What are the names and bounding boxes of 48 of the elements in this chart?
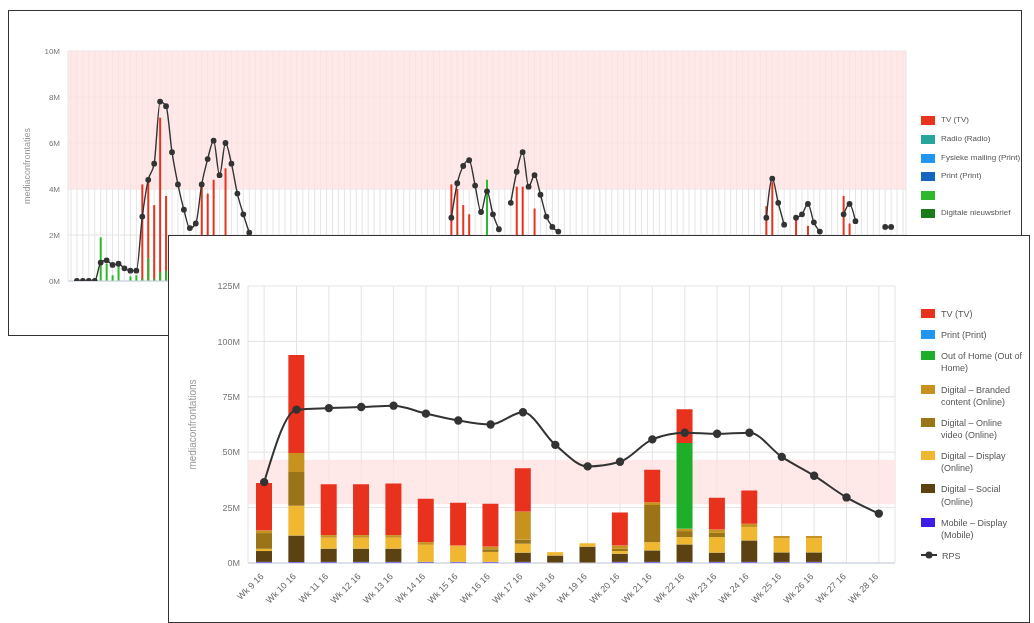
x-tick-label: Wk 15 16	[425, 571, 460, 606]
legend-label: Mobile – Display (Mobile)	[941, 516, 1009, 541]
x-tick-label: Wk 10 16	[263, 571, 298, 606]
y-tick-label: 6M	[48, 138, 61, 148]
x-tick-label: Wk 13 16	[361, 571, 395, 606]
x-tick-label: Wk 21 16	[619, 571, 654, 606]
legend-label: Digitale nieuwsbrief	[941, 208, 1011, 219]
y-tick-label: 0M	[48, 276, 61, 286]
legend-label: Digital – Online video (Online)	[941, 416, 1004, 442]
legend-label: Fysieke mailing (Print)	[941, 152, 1021, 164]
x-tick-label: Wk 27 16	[813, 571, 848, 606]
x-tick-label: Wk 24 16	[716, 571, 751, 606]
y-tick-label: 0M	[227, 558, 240, 569]
legend-label: Print (Print)	[941, 171, 982, 183]
legend-label: Digital – Branded content (Online)	[941, 383, 1012, 408]
y-tick-label: 4M	[48, 184, 61, 194]
legend-label: Digital – Social (Online)	[941, 483, 1002, 508]
x-tick-label: Wk 19 16	[555, 571, 590, 606]
y-tick-label: 50M	[222, 447, 240, 458]
x-tick-label: Wk 16 16	[458, 571, 493, 606]
legend-label: TV (TV)	[941, 308, 973, 321]
x-tick-label: Wk 17 16	[490, 571, 525, 606]
x-tick-label: Wk 23 16	[684, 571, 719, 606]
y-tick-label: 100M	[217, 336, 240, 347]
y-axis-title: mediaconfrontaties	[22, 127, 33, 205]
x-tick-label: Wk 11 16	[296, 571, 331, 605]
legend-label: RPS	[942, 549, 961, 563]
legend-label: TV (TV)	[941, 115, 969, 126]
x-tick-label: Wk 25 16	[749, 571, 784, 606]
legend-label: Digital – Display (Online)	[941, 450, 1007, 475]
y-axis-title: mediaconfrontations	[186, 379, 198, 470]
x-tick-label: Wk 9 16	[235, 571, 266, 602]
legend-label: Print (Print)	[941, 329, 987, 342]
x-tick-label: Wk 18 16	[522, 571, 557, 606]
x-tick-label: Wk 20 16	[587, 571, 622, 606]
y-tick-label: 10M	[44, 46, 61, 56]
legend-label: Radio (Radio)	[941, 133, 991, 145]
legend-label: Out of Home (Out of Home)	[941, 350, 1024, 375]
x-tick-label: Wk 22 16	[652, 571, 687, 606]
y-tick-label: 125M	[217, 281, 240, 292]
x-tick-label: Wk 28 16	[846, 571, 881, 606]
x-tick-label: Wk 12 16	[328, 571, 363, 606]
x-tick-label: Wk 26 16	[781, 571, 816, 606]
y-tick-label: 8M	[48, 92, 61, 102]
y-tick-label: 25M	[222, 502, 240, 513]
x-tick-label: Wk 14 16	[393, 571, 428, 606]
y-tick-label: 2M	[48, 230, 61, 240]
y-tick-label: 75M	[222, 391, 240, 402]
